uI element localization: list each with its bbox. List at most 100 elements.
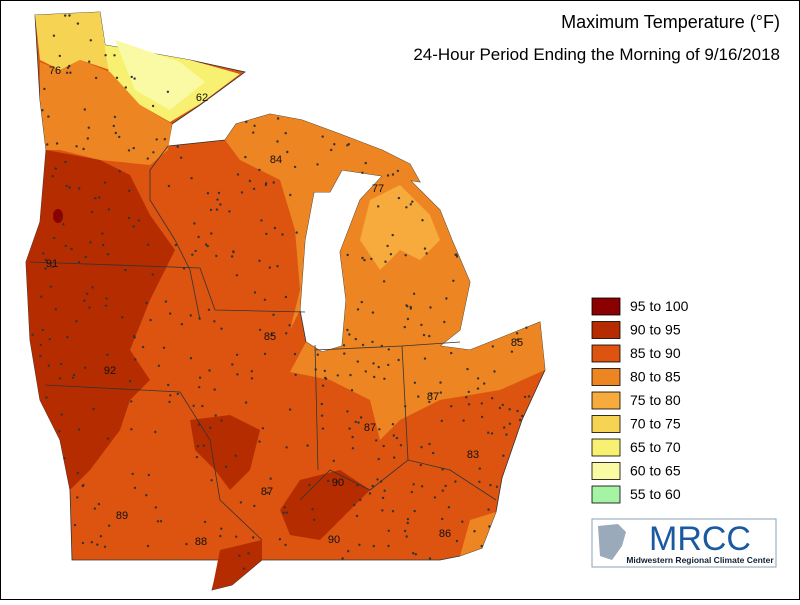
station-dot (405, 535, 408, 538)
station-dot (43, 87, 46, 91)
station-dot (209, 426, 212, 429)
station-dot (516, 409, 519, 413)
station-dot (375, 439, 378, 442)
station-dot (49, 285, 52, 288)
station-dot (377, 205, 380, 208)
station-dot (498, 406, 502, 410)
station-dot (107, 208, 111, 211)
station-dot (130, 75, 133, 79)
station-dot (121, 316, 124, 319)
station-dot (354, 420, 357, 424)
station-dot (98, 196, 101, 199)
legend-swatch (591, 297, 621, 316)
station-dot (253, 291, 257, 294)
station-dot (128, 189, 131, 192)
station-dot (396, 169, 400, 173)
station-dot (47, 115, 50, 118)
station-dot (213, 388, 216, 391)
station-dot (441, 517, 444, 521)
station-dot (455, 539, 459, 543)
station-dot (360, 300, 363, 304)
station-dot (409, 203, 412, 206)
station-label: 91 (46, 258, 58, 270)
station-dot (406, 317, 410, 321)
station-dot (91, 286, 94, 289)
station-dot (59, 216, 62, 220)
station-dot (346, 253, 349, 257)
station-dot (356, 360, 359, 363)
station-dot (252, 536, 255, 539)
station-dot (77, 428, 81, 431)
legend-label: 70 to 75 (630, 416, 681, 432)
station-dot (44, 258, 47, 261)
station-dot (206, 192, 210, 195)
station-dot (347, 550, 350, 553)
station-dot (361, 256, 364, 260)
station-dot (450, 351, 453, 355)
station-dot (387, 544, 390, 548)
station-dot (169, 394, 172, 397)
station-dot (409, 305, 412, 309)
station-dot (392, 434, 395, 437)
border-mn-wi (149, 145, 201, 321)
station-dot (39, 354, 42, 358)
station-dot (41, 109, 44, 112)
station-dot (44, 267, 47, 270)
station-dot (208, 369, 211, 372)
station-dot (313, 518, 316, 521)
station-dot (53, 236, 56, 240)
station-dot (376, 478, 379, 481)
station-dot (324, 376, 327, 380)
station-dot (127, 149, 131, 152)
station-dot (444, 484, 447, 488)
station-dot (386, 174, 390, 177)
logo-icon (598, 524, 626, 560)
station-dot (276, 265, 279, 268)
station-dot (127, 216, 131, 220)
station-label: 88 (195, 536, 207, 548)
station-dot (93, 507, 97, 510)
station-dot (350, 389, 354, 392)
station-dot (516, 338, 519, 341)
station-dot (461, 520, 464, 523)
station-dot (69, 71, 72, 74)
station-dot (76, 22, 80, 25)
station-dot (224, 465, 228, 468)
station-dot (294, 373, 297, 376)
station-dot (272, 313, 275, 316)
station-dot (406, 518, 410, 521)
legend-swatch (591, 321, 621, 339)
station-dot (284, 295, 288, 299)
station-dot (346, 410, 349, 413)
station-label: 77 (372, 183, 384, 195)
station-dot (210, 479, 213, 482)
station-dot (288, 408, 292, 411)
station-dot (115, 76, 119, 80)
station-dot (63, 457, 66, 460)
station-dot (54, 308, 57, 311)
station-dot (162, 346, 166, 349)
station-dot (217, 191, 221, 195)
station-dot (489, 483, 492, 487)
region-70-75 (35, 12, 110, 70)
legend-label: 90 to 95 (630, 322, 681, 338)
station-dot (316, 163, 319, 166)
station-dot (347, 143, 350, 146)
station-dot (75, 145, 78, 148)
station-dot (404, 254, 407, 257)
station-dot (263, 352, 267, 356)
station-dot (268, 266, 271, 269)
station-dot (383, 377, 386, 380)
station-dot (478, 467, 481, 470)
station-dot (252, 187, 256, 191)
station-dot (391, 233, 394, 237)
station-dot (70, 247, 73, 251)
station-dot (145, 494, 148, 497)
station-dot (393, 456, 396, 459)
station-dot (71, 376, 75, 379)
station-dot (286, 150, 289, 154)
station-dot (147, 473, 150, 477)
legend: 95 to 100 90 to 95 85 to 90 80 to 85 75 to 8… (591, 297, 689, 504)
station-dot (417, 395, 420, 398)
border-ohio-river (299, 459, 497, 501)
